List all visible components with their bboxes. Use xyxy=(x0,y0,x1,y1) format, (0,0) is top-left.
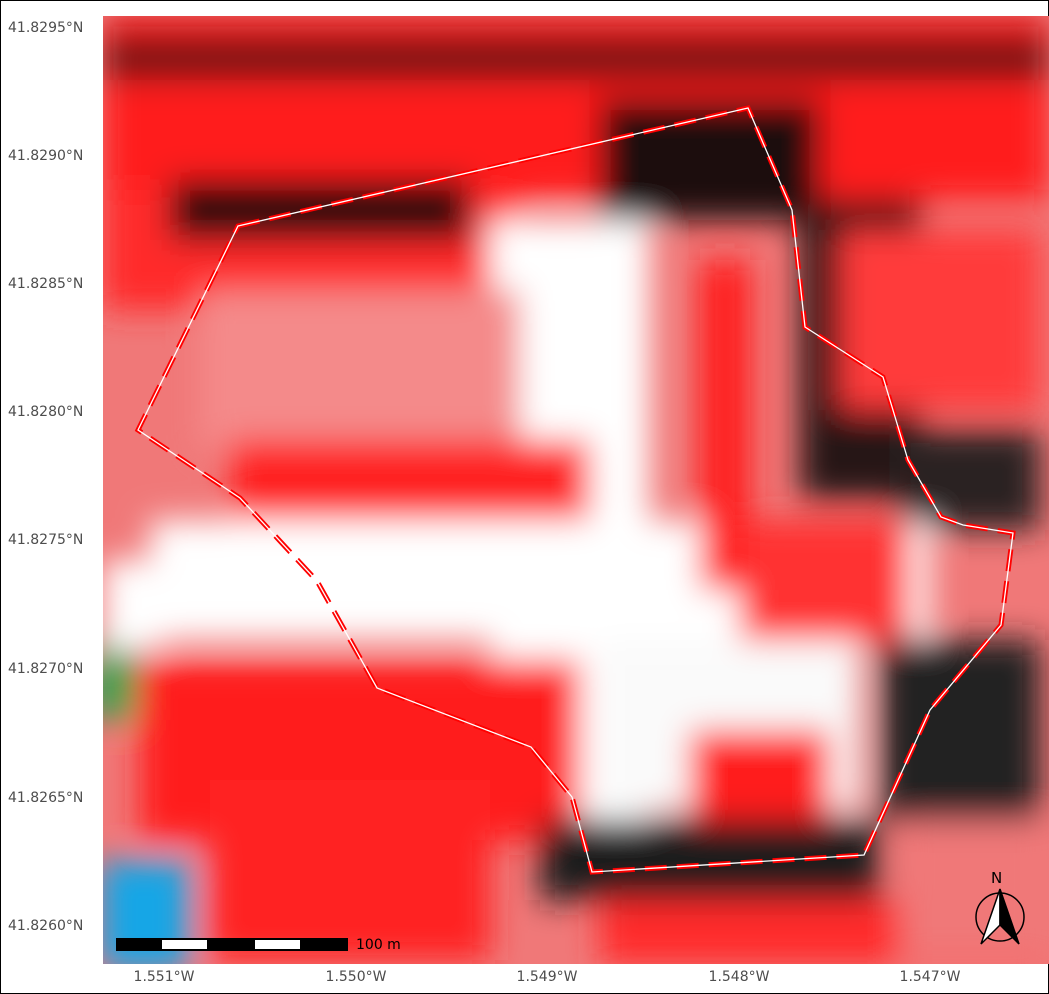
north-arrow-icon xyxy=(975,888,1025,945)
lat-tick-label: 41.8270°N xyxy=(8,661,84,677)
boundary-polygon[interactable] xyxy=(134,105,1016,875)
lat-tick-label: 41.8265°N xyxy=(8,790,84,806)
satellite-imagery xyxy=(103,16,1049,964)
lat-tick-label: 41.8280°N xyxy=(8,404,84,420)
scale-bar xyxy=(116,938,348,951)
lat-tick-label: 41.8285°N xyxy=(8,276,84,292)
lat-tick-label: 41.8275°N xyxy=(8,532,84,548)
lon-tick-label: 1.547°W xyxy=(899,969,961,985)
lon-tick-label: 1.549°W xyxy=(516,969,578,985)
north-arrow-label: N xyxy=(991,869,1003,887)
lat-tick-label: 41.8290°N xyxy=(8,148,84,164)
lat-tick-label: 41.8295°N xyxy=(8,20,84,36)
lon-tick-label: 1.551°W xyxy=(133,969,195,985)
lon-tick-label: 1.548°W xyxy=(708,969,770,985)
scale-bar-label: 100 m xyxy=(356,937,401,953)
lon-tick-label: 1.550°W xyxy=(325,969,387,985)
lat-tick-label: 41.8260°N xyxy=(8,918,84,934)
